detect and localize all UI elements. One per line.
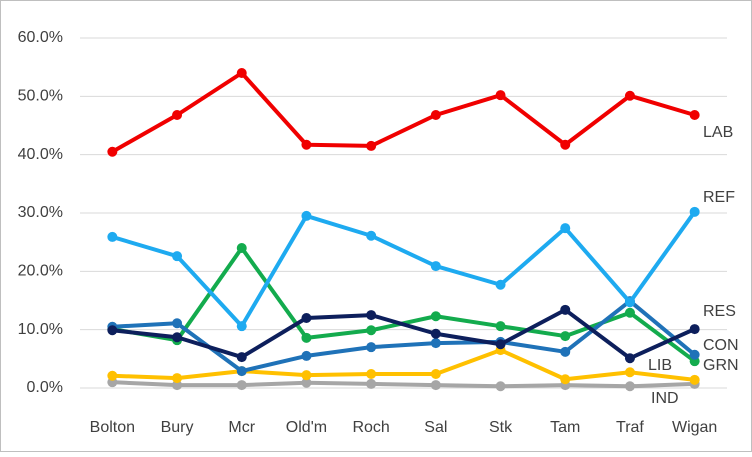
data-point [366,342,377,353]
y-tick-label: 20.0% [18,263,63,280]
data-point [495,339,506,350]
series-label: CON [703,337,739,354]
data-point [366,310,377,321]
x-tick-label: Roch [352,419,389,436]
series-label: REF [703,189,735,206]
data-point [495,90,506,101]
y-tick-label: 40.0% [18,146,63,163]
x-tick-label: Tam [550,419,580,436]
data-point [172,318,183,329]
data-point [430,261,441,272]
y-tick-label: 0.0% [27,379,63,396]
data-point [366,230,377,241]
y-tick-label: 30.0% [18,204,63,221]
data-point [107,146,118,157]
y-tick-label: 50.0% [18,88,63,105]
data-point [236,243,247,253]
data-point [624,297,635,308]
series-line [111,71,696,154]
series-label: RES [703,303,736,320]
data-point [560,331,571,342]
data-point [236,366,247,377]
data-point [689,206,700,217]
data-point [236,321,247,332]
data-point [624,307,635,318]
data-point [236,68,247,78]
data-point [560,374,571,385]
data-point [430,369,441,379]
data-point [624,367,635,378]
y-tick-label: 10.0% [18,321,63,338]
data-point [624,353,635,364]
data-point [430,380,441,391]
data-point [495,279,506,290]
data-point [172,380,183,391]
series-label: LAB [703,124,733,141]
data-point [107,370,118,381]
data-point [301,139,312,150]
data-point [430,311,441,322]
data-point [366,369,377,379]
data-point [301,370,312,381]
series-label: GRN [703,357,739,374]
data-point [301,313,312,323]
data-point [689,349,700,360]
data-point [366,378,377,389]
x-tick-label: Mcr [228,419,255,436]
data-point [301,332,312,343]
data-point [172,332,183,343]
x-tick-label: Traf [616,419,644,436]
data-point [689,374,700,385]
data-point [366,325,377,336]
data-point [495,381,506,392]
data-point [107,325,118,336]
data-point [689,110,700,120]
series-label: IND [651,390,679,407]
x-tick-label: Wigan [672,419,717,436]
data-point [624,381,635,392]
data-point [430,328,441,339]
series-line [112,348,695,382]
x-tick-label: Stk [489,419,513,436]
data-point [172,251,183,262]
data-point [107,231,118,242]
data-point [560,223,571,234]
data-point [624,90,635,101]
data-point [366,140,377,151]
data-point [301,350,312,361]
x-tick-label: Bury [161,419,194,436]
data-point [560,346,571,357]
data-point [236,380,247,391]
data-point [689,324,700,335]
data-point [301,377,312,388]
data-point [172,110,183,120]
series-line [111,210,697,329]
x-tick-label: Sal [424,419,447,436]
series-label: LIB [648,357,672,374]
data-point [172,373,183,384]
data-point [560,304,571,315]
y-tick-label: 60.0% [18,29,63,46]
x-tick-label: Bolton [90,419,135,436]
data-point [430,110,441,120]
data-point [495,321,506,332]
data-point [236,352,247,363]
data-point [560,139,571,150]
series-line [112,307,696,361]
x-tick-label: Old'm [286,419,327,436]
data-point [430,338,441,349]
series-line [112,380,695,389]
data-point [301,210,312,221]
